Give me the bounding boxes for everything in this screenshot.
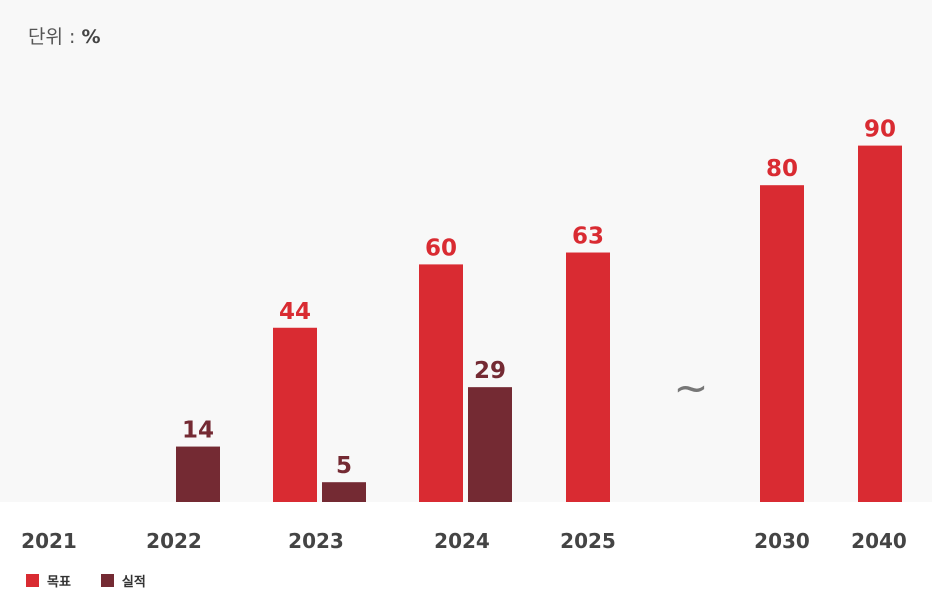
value-label-actual-2023: 5 [336,453,352,479]
bar-chart: 44 60 63 80 90 14 5 29 2021 2022 2023 2024 2025 2030… [21,117,907,553]
unit-symbol: % [81,26,101,48]
bar-target-2023 [273,327,317,502]
x-tick-label-2023: 2023 [288,529,344,553]
bars-group [176,145,902,502]
x-tick-label-2024: 2024 [434,529,490,553]
x-tick-label-2040: 2040 [851,529,907,553]
legend: 목표 실적 [26,571,176,590]
x-tick-label-2025: 2025 [560,529,616,553]
x-tick-labels-group: 2021 2022 2023 2024 2025 2030 2040 [21,529,907,553]
value-label-target-2025: 63 [572,224,604,250]
x-tick-label-2021: 2021 [21,529,77,553]
value-label-target-2024: 60 [425,235,457,261]
value-label-target-2030: 80 [766,156,798,182]
axis-break-symbol: ~ [673,363,708,412]
bar-target-2025 [566,252,610,502]
bar-actual-2024 [468,387,512,502]
value-labels-group: 44 60 63 80 90 14 5 29 [182,117,896,480]
value-label-actual-2022: 14 [182,418,214,444]
x-tick-label-2030: 2030 [754,529,810,553]
bar-actual-2022 [176,446,220,502]
legend-label: 목표 [47,575,71,590]
value-label-target-2040: 90 [864,117,896,143]
value-label-target-2023: 44 [279,299,311,325]
bar-target-2040 [858,145,902,502]
bar-target-2024 [419,264,463,502]
unit-prefix: 단위 : [28,26,82,48]
value-label-actual-2024: 29 [474,358,506,384]
x-tick-label-2022: 2022 [146,529,202,553]
legend-label: 실적 [121,575,146,590]
legend-item-actual: 실적 [100,571,146,590]
unit-label: 단위 : % [28,22,101,49]
bar-target-2030 [760,185,804,502]
legend-swatch [26,574,39,587]
bar-actual-2023 [322,482,366,502]
legend-item-target: 목표 [26,571,71,590]
legend-swatch [100,574,114,587]
